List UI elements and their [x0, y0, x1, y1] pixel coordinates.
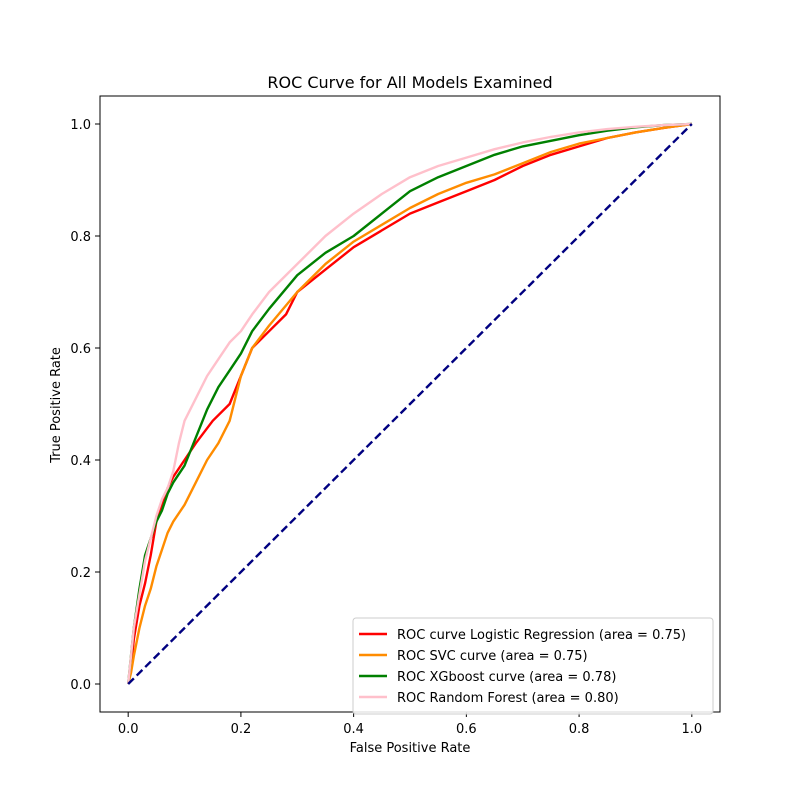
- y-tick-label: 0.6: [70, 342, 91, 357]
- y-tick-label: 0.2: [70, 566, 91, 581]
- legend-entry: ROC curve Logistic Regression (area = 0.…: [397, 628, 686, 643]
- y-tick-label: 0.4: [70, 454, 91, 469]
- x-tick-label: 0.2: [231, 722, 252, 737]
- x-tick-label: 0.8: [569, 722, 590, 737]
- roc-series-line-3: [126, 122, 692, 685]
- legend: ROC curve Logistic Regression (area = 0.…: [352, 617, 714, 715]
- x-tick-label: 0.6: [456, 722, 477, 737]
- y-axis: 0.0 0.2 0.4 0.6 0.8 1.0: [70, 118, 100, 693]
- legend-entry: ROC SVC curve (area = 0.75): [397, 649, 588, 664]
- legend-box: [352, 617, 714, 715]
- y-tick-label: 0.0: [70, 678, 91, 693]
- y-axis-label: True Positive Rate: [49, 347, 64, 464]
- legend-entry: ROC XGboost curve (area = 0.78): [397, 670, 616, 685]
- y-tick-label: 1.0: [70, 118, 91, 133]
- roc-series-line-1: [127, 122, 692, 685]
- x-tick-label: 0.0: [118, 722, 139, 737]
- plot-area: [99, 95, 721, 713]
- x-tick-label: 1.0: [681, 722, 702, 737]
- legend-entry: ROC Random Forest (area = 0.80): [397, 691, 619, 706]
- roc-series-line-0: [126, 122, 692, 685]
- chart-title: ROC Curve for All Models Examined: [267, 73, 552, 92]
- diagonal-reference-line: [127, 123, 693, 685]
- x-tick-label: 0.4: [343, 722, 364, 737]
- y-tick-label: 0.8: [70, 230, 91, 245]
- x-axis-label: False Positive Rate: [350, 741, 471, 756]
